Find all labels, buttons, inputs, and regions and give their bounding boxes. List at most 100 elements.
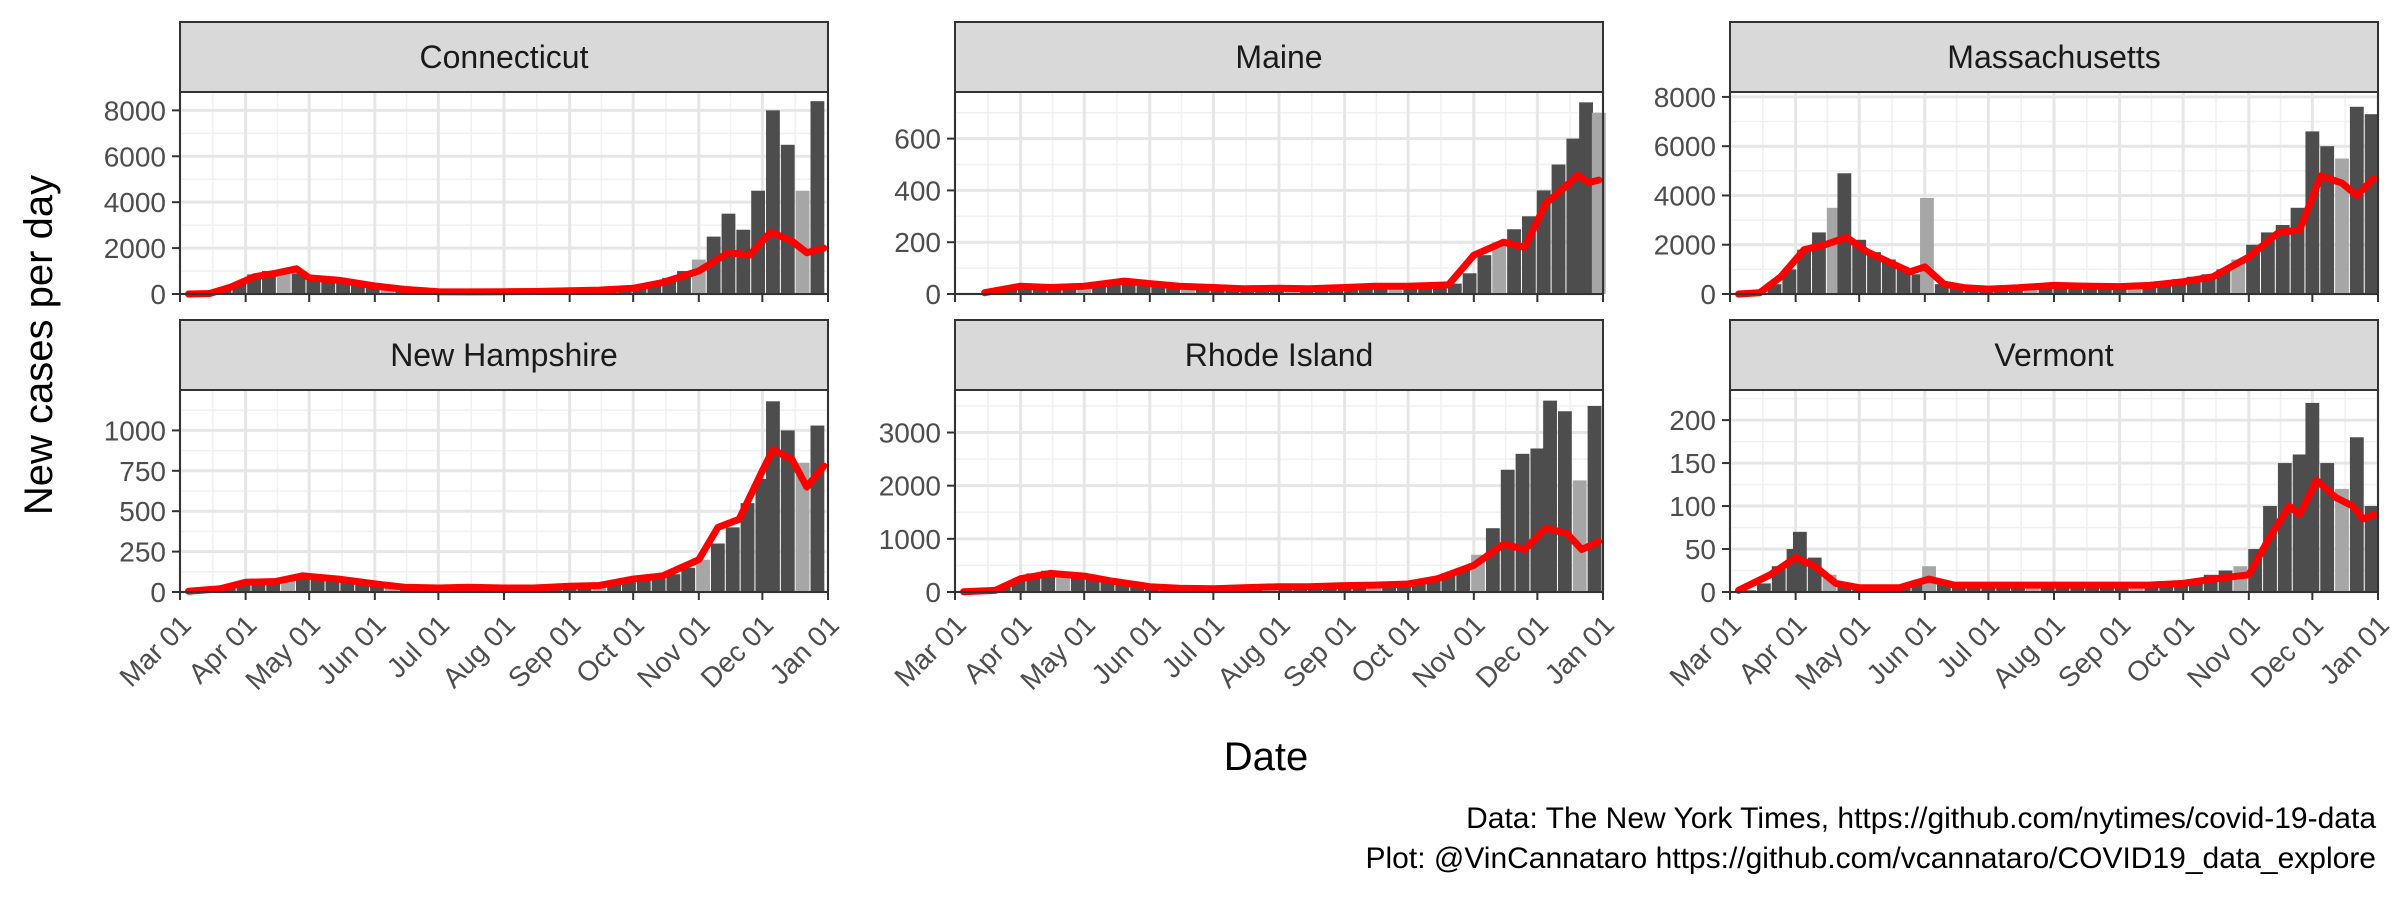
y-tick-label-vermont: 150	[1669, 448, 1716, 479]
bar-vermont	[1936, 581, 1951, 592]
bar-maine	[1579, 102, 1593, 294]
average-line-maine	[981, 171, 1603, 297]
panel-connecticut: Connecticut 0 2000 4000 6000 8000	[104, 21, 830, 310]
bar-new-hampshire	[651, 577, 666, 592]
x-tick-label-new-hampshire: Jan 01	[764, 609, 845, 690]
y-tick-label-new-hampshire: 500	[119, 496, 166, 527]
strip-connecticut	[179, 21, 829, 93]
y-tick-label-connecticut: 6000	[104, 141, 166, 172]
bar-massachusetts	[2335, 158, 2349, 294]
bar-connecticut	[810, 101, 825, 294]
x-tick-label-new-hampshire: Mar 01	[113, 609, 197, 693]
bar-new-hampshire	[766, 401, 780, 592]
bar-vermont	[2335, 488, 2349, 592]
bar-maine	[1181, 286, 1195, 294]
bar-new-hampshire	[810, 425, 825, 592]
strip-label-maine: Maine	[1235, 39, 1322, 75]
bar-rhode-island	[1543, 400, 1557, 592]
x-tick-label-vermont: Dec 01	[2245, 609, 2330, 694]
y-tick-label-connecticut: 4000	[104, 187, 166, 218]
strip-label-massachusetts: Massachusetts	[1947, 39, 2160, 75]
y-tick-label-maine: 0	[925, 279, 941, 310]
bar-massachusetts	[1867, 252, 1881, 294]
bar-vermont	[2305, 402, 2320, 592]
bar-connecticut	[736, 229, 751, 294]
bar-maine	[1566, 138, 1581, 294]
bar-connecticut	[276, 269, 291, 294]
bar-maine	[1447, 283, 1462, 294]
bar-rhode-island	[1485, 528, 1500, 592]
bar-maine	[1358, 286, 1373, 294]
bar-massachusetts	[2305, 131, 2320, 294]
bar-rhode-island	[1530, 448, 1545, 592]
x-tick-label-vermont: Mar 01	[1663, 609, 1747, 693]
average-line-new-hampshire	[185, 446, 828, 595]
bar-new-hampshire	[666, 574, 681, 592]
caption-data-source: Data: The New York Times, https://github…	[1466, 802, 2376, 835]
bar-new-hampshire	[236, 583, 251, 592]
y-tick-label-new-hampshire: 1000	[104, 415, 166, 446]
bar-massachusetts	[1767, 284, 1782, 294]
bar-rhode-island	[1411, 581, 1426, 592]
y-tick-label-maine: 200	[894, 227, 941, 258]
y-tick-label-connecticut: 2000	[104, 233, 166, 264]
bar-massachusetts	[2349, 106, 2364, 294]
bar-rhode-island	[1130, 585, 1145, 592]
y-tick-label-new-hampshire: 250	[119, 537, 166, 568]
bar-new-hampshire	[266, 580, 281, 592]
bar-massachusetts	[1934, 284, 1949, 294]
x-tick-label-new-hampshire: Sep 01	[502, 609, 587, 694]
y-tick-label-connecticut: 8000	[104, 95, 166, 126]
y-tick-label-rhode-island: 3000	[879, 418, 941, 449]
y-tick-label-rhode-island: 1000	[879, 524, 941, 555]
bar-rhode-island	[1515, 453, 1530, 592]
bar-new-hampshire	[755, 478, 770, 592]
bar-maine	[1106, 282, 1121, 294]
bar-massachusetts	[1837, 173, 1852, 294]
y-tick-label-vermont: 200	[1669, 405, 1716, 436]
bar-maine	[1477, 255, 1492, 294]
bar-rhode-island	[1115, 584, 1130, 592]
bar-maine	[1462, 273, 1477, 294]
bar-vermont	[2292, 454, 2307, 592]
bar-maine	[1418, 286, 1433, 294]
bar-maine	[1151, 283, 1166, 294]
x-tick-label-rhode-island: Mar 01	[888, 609, 972, 693]
bar-rhode-island	[1085, 578, 1100, 592]
bar-maine	[1032, 287, 1047, 294]
bar-maine	[1388, 286, 1403, 294]
panel-massachusetts: Massachusetts 0 2000 4000 6000 8000	[1654, 21, 2380, 310]
x-tick-label-rhode-island: Jun 01	[1085, 609, 1166, 690]
x-tick-label-rhode-island: Aug 01	[1211, 609, 1296, 694]
y-tick-label-maine: 400	[894, 175, 941, 206]
bar-massachusetts	[1881, 259, 1896, 294]
x-tick-label-vermont: Sep 01	[2052, 609, 2137, 694]
y-tick-label-vermont: 0	[1700, 577, 1716, 608]
average-line-rhode-island	[960, 524, 1603, 596]
bar-new-hampshire	[622, 582, 636, 592]
bar-rhode-island	[1500, 469, 1515, 592]
bar-massachusetts	[1852, 239, 1867, 294]
caption-plot-credit: Plot: @VinCannataro https://github.com/v…	[1366, 842, 2377, 875]
bar-rhode-island	[1070, 576, 1085, 592]
y-tick-label-massachusetts: 8000	[1654, 82, 1716, 113]
bar-rhode-island	[1397, 584, 1411, 592]
x-tick-label-new-hampshire: Dec 01	[695, 609, 780, 694]
bar-massachusetts	[1896, 269, 1911, 294]
bar-massachusetts	[2320, 146, 2335, 294]
bar-connecticut	[321, 280, 336, 294]
bar-rhode-island	[1572, 480, 1587, 592]
x-tick-label-rhode-island: Jan 01	[1539, 609, 1620, 690]
bar-maine	[1166, 284, 1181, 294]
bar-connecticut	[350, 283, 365, 294]
bar-massachusetts	[2038, 285, 2053, 294]
bar-maine	[1017, 286, 1032, 294]
bar-connecticut	[766, 110, 780, 294]
strip-new-hampshire	[179, 319, 829, 391]
bar-connecticut	[365, 287, 380, 294]
y-tick-label-massachusetts: 0	[1700, 279, 1716, 310]
bar-maine	[1433, 286, 1447, 294]
bar-new-hampshire	[725, 527, 740, 592]
strip-label-new-hampshire: New Hampshire	[390, 337, 618, 373]
bar-maine	[1492, 242, 1507, 294]
